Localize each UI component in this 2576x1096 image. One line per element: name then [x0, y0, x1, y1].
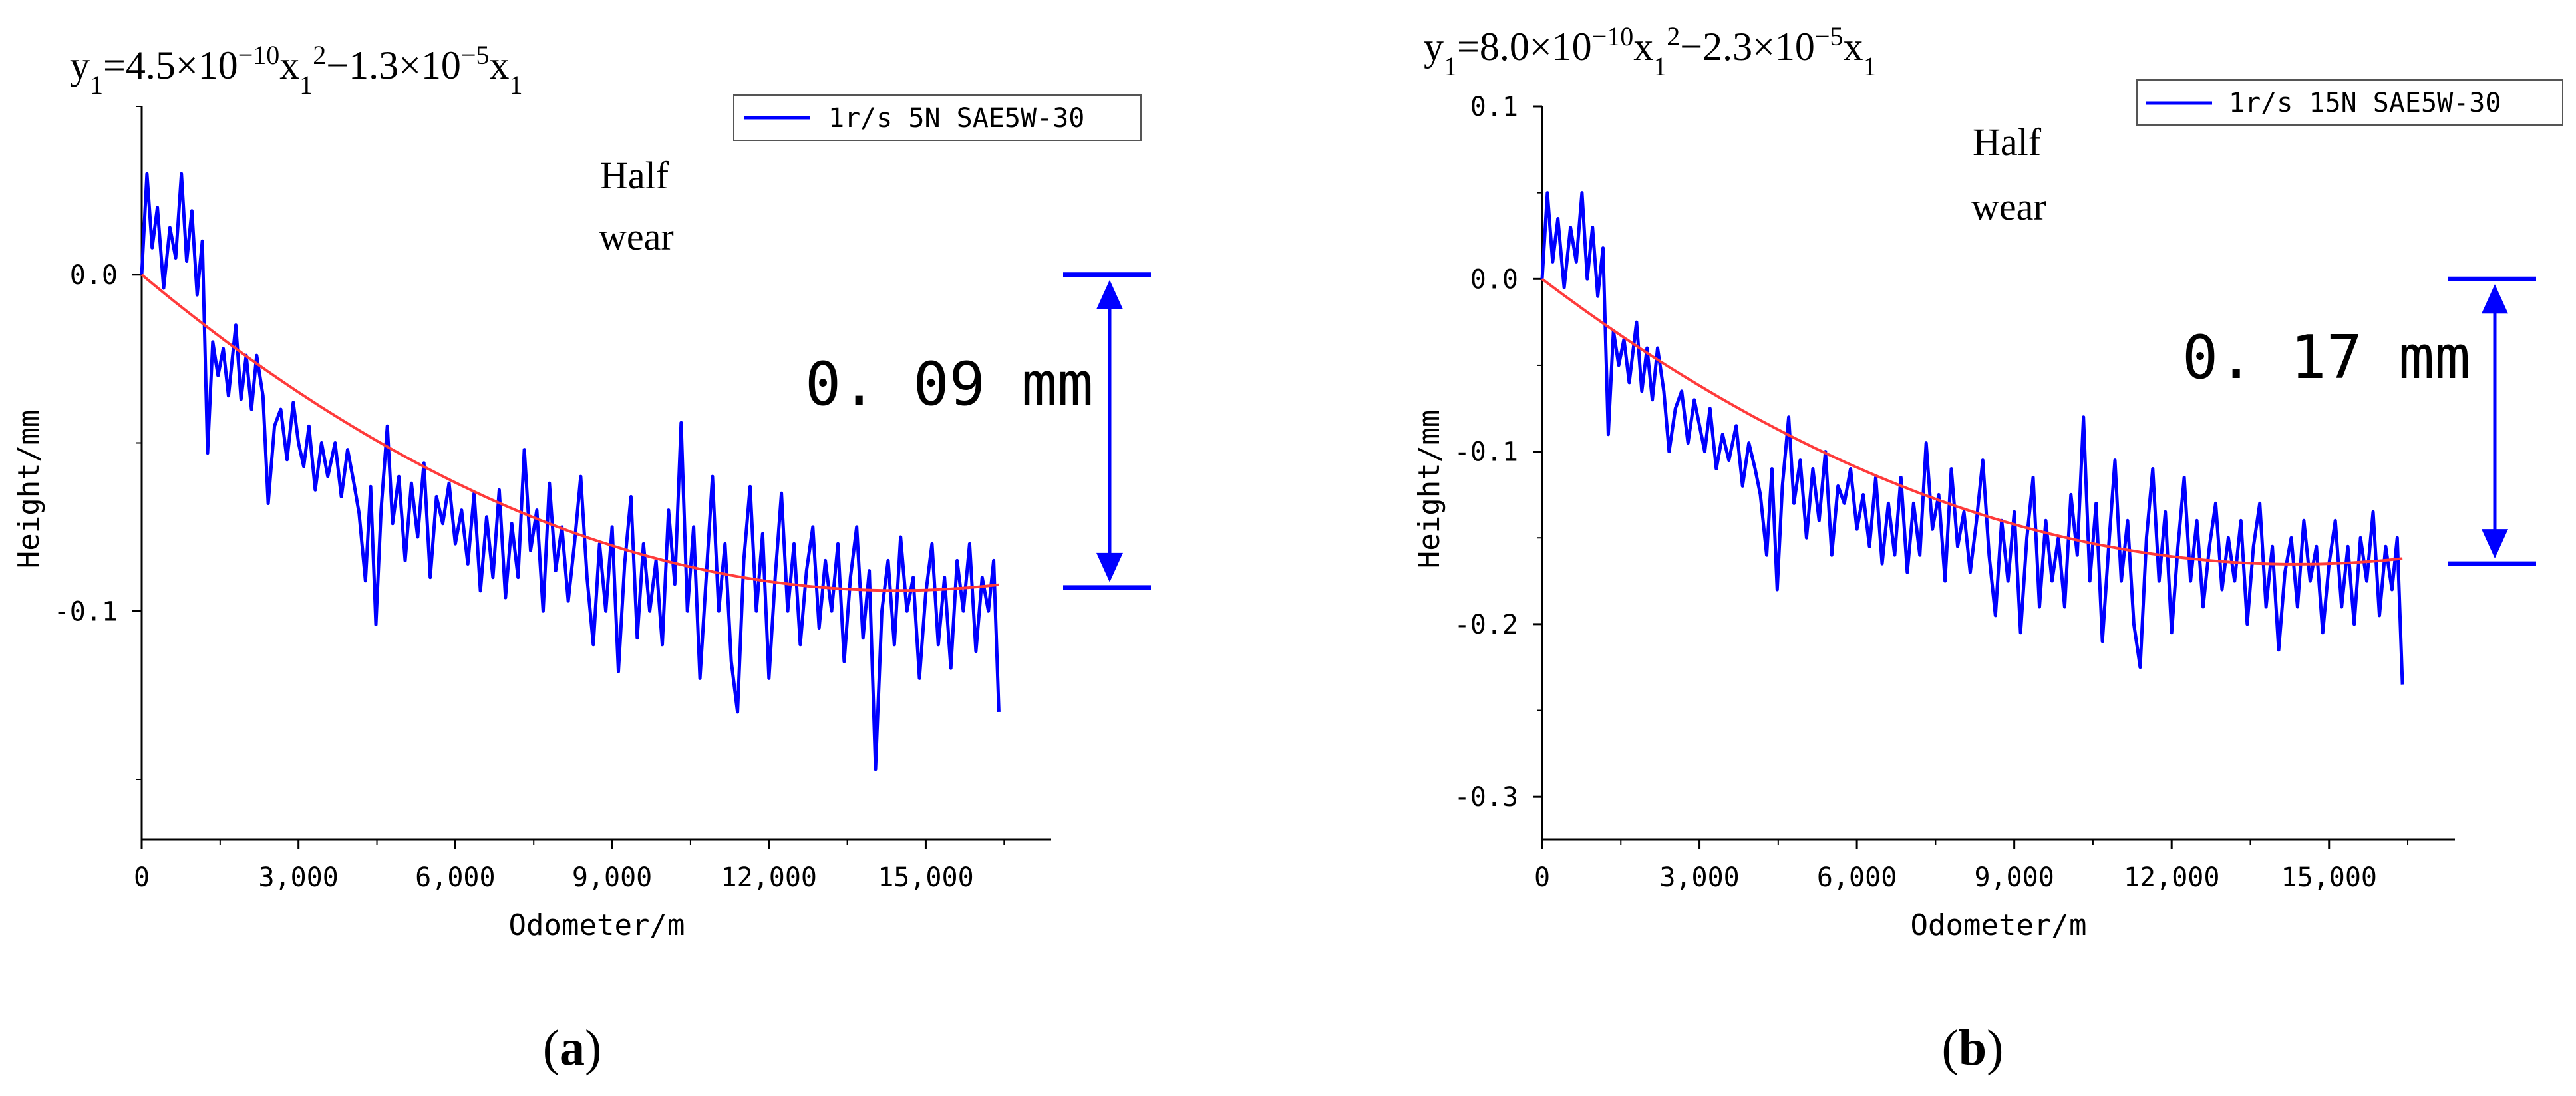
x-tick-label-b: 15,000 — [2281, 862, 2378, 893]
chart-panel-b: y1=8.0×10−10x12−2.3×10−5x1 0 3,000 6,000 9,… — [1412, 21, 2563, 1076]
x-tick-label-a: 9,000 — [572, 862, 652, 893]
measure-arrowhead-down-b — [2482, 529, 2508, 559]
y-tick-label-b: 0.0 — [1470, 264, 1518, 295]
x-tick-label-a: 6,000 — [415, 862, 495, 893]
annotation-wear-b: wear — [1971, 185, 2046, 228]
measure-arrowhead-down-a — [1096, 552, 1123, 582]
panel-label-b: (b) — [1942, 1020, 2004, 1076]
y-tick-label-a: -0.1 — [54, 596, 118, 627]
fit-curve-b — [1541, 277, 2403, 566]
y-tick-label-a: 0.0 — [70, 260, 118, 291]
y-tick-label-b: -0.1 — [1454, 437, 1518, 468]
measure-arrowhead-up-b — [2482, 284, 2508, 314]
x-axis-label-b: Odometer/m — [1911, 908, 2087, 942]
wear-depth-marker-a — [1063, 272, 1151, 590]
chart-panel-a: y1=4.5×10−10x12−1.3×10−5x1 0 3,000 6,000 9,… — [12, 40, 1151, 1076]
x-tick-label-a: 12,000 — [721, 862, 818, 893]
x-tick-label-b: 3,000 — [1659, 862, 1739, 893]
wear-depth-label-b: 0. 17 mm — [2182, 323, 2470, 393]
measured-series-b — [1540, 191, 2404, 685]
annotation-wear-a: wear — [599, 215, 674, 258]
measured-series-a — [140, 172, 1001, 771]
y-tick-label-b: -0.2 — [1454, 610, 1518, 640]
measure-arrowhead-up-a — [1096, 279, 1123, 309]
annotation-half-a: Half — [600, 154, 669, 197]
legend-label-b: 1r/s 15N SAE5W-30 — [2229, 88, 2501, 118]
y-axis-label-a: Height/mm — [12, 410, 46, 568]
fit-equation-b: y1=8.0×10−10x12−2.3×10−5x1 — [1424, 21, 1877, 81]
x-axis-label-a: Odometer/m — [509, 908, 685, 942]
tick-group-b: 0 3,000 6,000 9,000 12,000 15,000 0.1 0.0 -0.1 -0… — [1454, 92, 2409, 893]
legend-a: 1r/s 5N SAE5W-30 — [733, 94, 1142, 141]
fit-equation-a: y1=4.5×10−10x12−1.3×10−5x1 — [70, 40, 523, 100]
x-tick-label-b: 0 — [1534, 862, 1550, 893]
y-axis-label-b: Height/mm — [1412, 410, 1446, 568]
wear-depth-label-a: 0. 09 mm — [805, 349, 1093, 419]
x-tick-label-b: 6,000 — [1817, 862, 1897, 893]
x-tick-label-b: 9,000 — [1974, 862, 2054, 893]
tick-group-a: 0 3,000 6,000 9,000 12,000 15,000 0.0 -0.1 — [54, 106, 1005, 893]
x-tick-label-a: 3,000 — [258, 862, 338, 893]
y-tick-label-b: 0.1 — [1470, 92, 1518, 122]
legend-label-a: 1r/s 5N SAE5W-30 — [828, 103, 1084, 134]
wear-depth-marker-b — [2448, 276, 2536, 566]
legend-b: 1r/s 15N SAE5W-30 — [2136, 79, 2563, 126]
x-tick-label-b: 12,000 — [2124, 862, 2220, 893]
x-tick-label-a: 0 — [134, 862, 150, 893]
fit-curve-a — [140, 274, 999, 592]
panel-label-a: (a) — [543, 1020, 602, 1076]
y-tick-label-b: -0.3 — [1454, 782, 1518, 813]
x-tick-label-a: 15,000 — [878, 862, 974, 893]
annotation-half-b: Half — [1973, 120, 2042, 164]
